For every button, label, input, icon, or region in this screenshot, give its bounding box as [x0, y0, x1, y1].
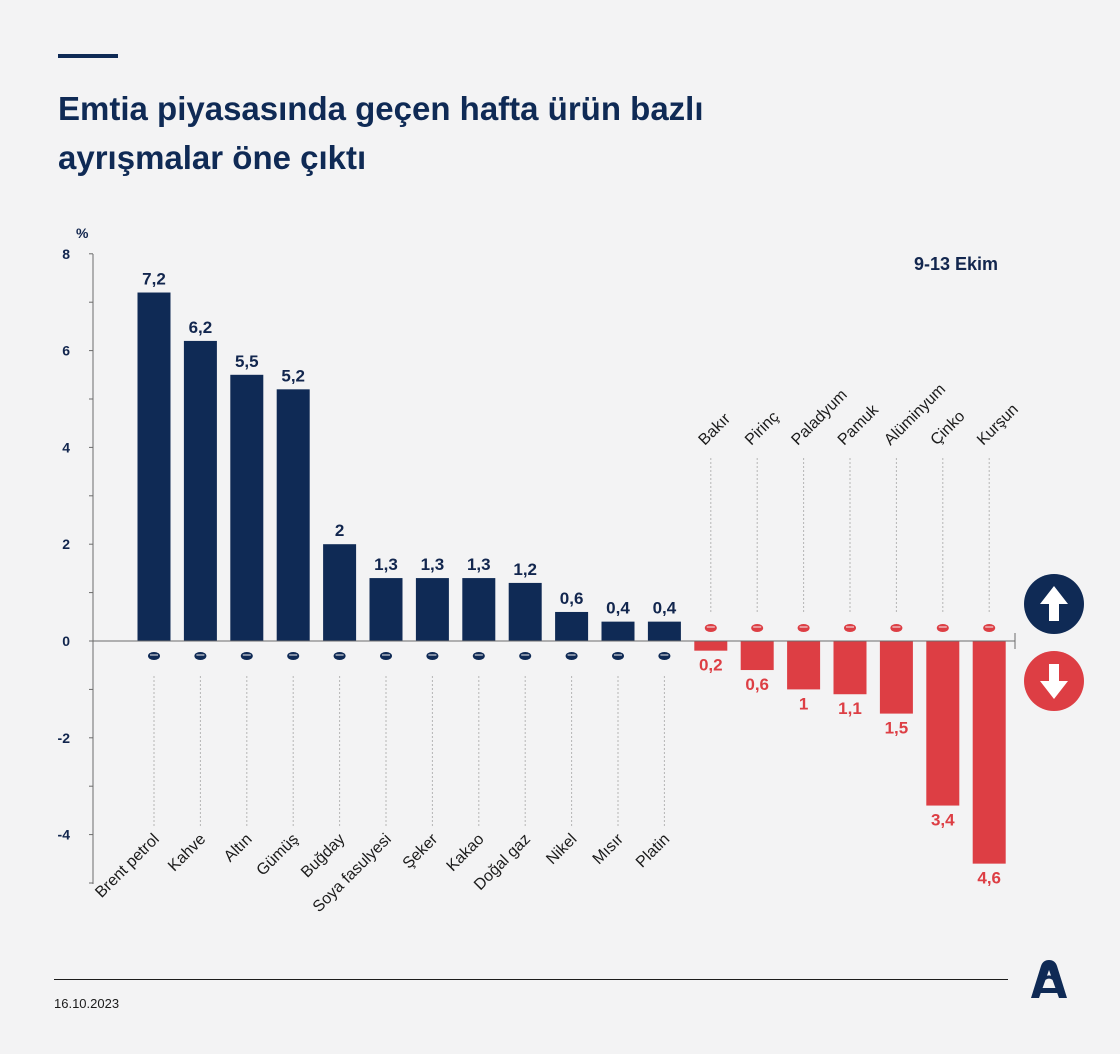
metal-bars-icon [565, 652, 578, 660]
value-label: 1,3 [467, 555, 491, 574]
bar [276, 389, 310, 641]
value-label: 1,3 [374, 555, 398, 574]
value-label: 3,4 [931, 811, 955, 830]
category-label: Nikel [543, 831, 580, 868]
value-label: 0,4 [606, 599, 630, 618]
metal-bars-icon [797, 624, 810, 632]
y-tick-label: 2 [62, 536, 70, 552]
soybean-icon [380, 652, 392, 660]
footer-date: 16.10.2023 [54, 996, 120, 1011]
bar [879, 641, 913, 714]
bar [415, 578, 449, 641]
category-label: Şeker [400, 830, 442, 872]
category-label: Çinko [928, 408, 969, 449]
arrow-down-icon [1024, 651, 1084, 711]
gas-flame-icon [519, 652, 532, 660]
value-label: 7,2 [142, 270, 166, 289]
category-label: Gümüş [254, 831, 302, 879]
metal-bars-icon [240, 652, 253, 660]
title-line-2: ayrışmalar öne çıktı [58, 139, 367, 176]
value-label: 0,4 [653, 599, 677, 618]
category-label: Platin [633, 831, 673, 871]
y-tick-label: 4 [62, 439, 70, 455]
value-label: 0,6 [745, 675, 769, 694]
up-indicator [1024, 574, 1084, 634]
bar [833, 641, 867, 695]
page-title: Emtia piyasasında geçen hafta ürün bazlı… [58, 84, 958, 182]
value-label: 0,2 [699, 656, 723, 675]
y-tick-label: -2 [58, 730, 71, 746]
y-axis-label: % [76, 225, 89, 241]
aa-logo-icon [1031, 960, 1067, 998]
footer-divider [54, 979, 1008, 980]
bar [926, 641, 960, 806]
sugar-icon [426, 652, 439, 660]
value-label: 0,6 [560, 589, 584, 608]
title-line-1: Emtia piyasasında geçen hafta ürün bazlı [58, 90, 704, 127]
value-label: 4,6 [977, 869, 1001, 888]
bar [462, 578, 496, 641]
rice-sack-icon [751, 624, 764, 632]
period-label: 9-13 Ekim [914, 254, 998, 274]
value-label: 6,2 [189, 318, 213, 337]
y-tick-label: 6 [62, 343, 70, 359]
oil-barrel-icon [148, 652, 160, 660]
bar [972, 641, 1006, 864]
metal-bars-icon [983, 624, 996, 632]
value-label: 2 [335, 521, 344, 540]
bar [323, 544, 357, 641]
value-label: 5,5 [235, 352, 259, 371]
value-label: 1 [799, 694, 808, 713]
category-label: Mısır [590, 830, 628, 868]
title-accent-line [58, 54, 118, 58]
bar [555, 611, 589, 641]
value-label: 5,2 [281, 366, 305, 385]
category-label: Pirinç [742, 409, 782, 449]
value-label: 1,2 [513, 560, 537, 579]
metal-bars-icon [890, 624, 903, 632]
category-label: Pamuk [835, 401, 883, 449]
metal-bars-icon [704, 624, 717, 632]
metal-bars-icon [658, 652, 671, 660]
cocoa-icon [472, 652, 485, 660]
value-label: 1,3 [421, 555, 445, 574]
value-label: 1,1 [838, 699, 862, 718]
cotton-icon [844, 624, 856, 632]
category-label: Bakır [696, 410, 735, 449]
category-label: Brent petrol [92, 831, 163, 902]
category-label: Altın [221, 831, 256, 866]
bar [230, 374, 264, 641]
metal-bars-icon [287, 652, 300, 660]
y-tick-label: 8 [62, 246, 70, 262]
down-indicator [1024, 651, 1084, 711]
bar [694, 641, 728, 651]
bar [369, 578, 403, 641]
category-label: Kakao [444, 831, 488, 875]
bar [601, 621, 635, 641]
wheat-icon [333, 652, 346, 660]
corn-leaf-icon [612, 652, 624, 660]
bar [508, 582, 542, 641]
bar [183, 340, 217, 641]
y-tick-label: -4 [58, 827, 71, 843]
metal-bars-icon [936, 624, 949, 632]
category-label: Kahve [165, 831, 209, 875]
bar [740, 641, 774, 671]
bar [137, 292, 171, 641]
bar [647, 621, 681, 641]
coffee-beans-icon [194, 652, 207, 660]
y-tick-label: 0 [62, 633, 70, 649]
arrow-up-icon [1024, 574, 1084, 634]
bar [787, 641, 821, 690]
category-label: Kurşun [974, 401, 1022, 449]
value-label: 1,5 [885, 719, 909, 738]
